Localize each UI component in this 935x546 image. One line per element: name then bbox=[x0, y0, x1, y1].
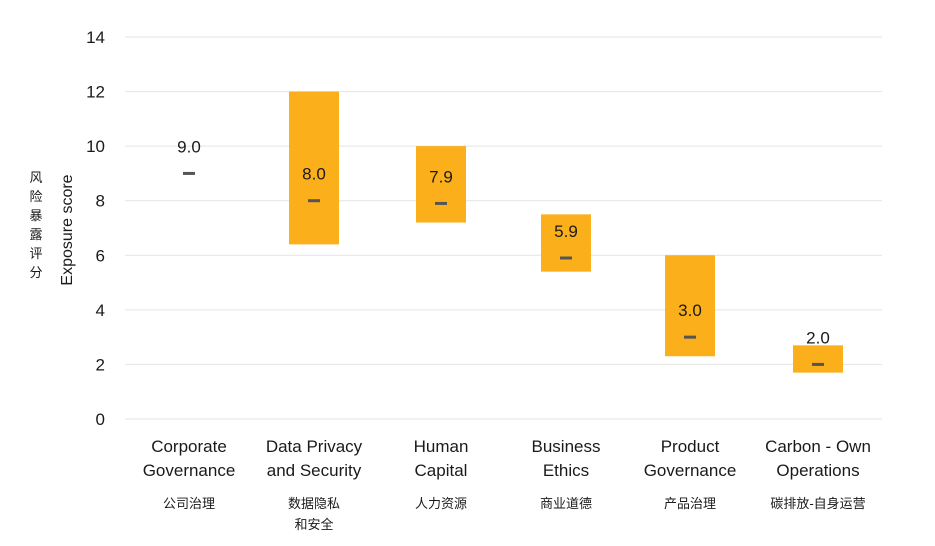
y-axis-ticks: 0 2 4 6 8 10 12 14 bbox=[86, 28, 105, 429]
y-tick-label: 4 bbox=[96, 301, 105, 320]
category-label: Governance bbox=[143, 461, 236, 480]
y-tick-label: 12 bbox=[86, 83, 105, 102]
category-label-cn: 产品治理 bbox=[664, 496, 716, 511]
y-axis-title-cn-char: 暴 bbox=[29, 208, 42, 223]
y-axis-title-cn-char: 露 bbox=[29, 227, 42, 242]
gridlines bbox=[125, 36, 882, 420]
range-bar bbox=[541, 214, 591, 272]
range-bar bbox=[665, 255, 715, 357]
category-label: Carbon - Own bbox=[765, 437, 871, 456]
y-tick-label: 2 bbox=[96, 355, 105, 374]
category-label: Product bbox=[661, 437, 720, 456]
y-tick-label: 8 bbox=[96, 192, 105, 211]
category-label-cn: 人力资源 bbox=[415, 496, 467, 511]
y-tick-label: 6 bbox=[96, 246, 105, 265]
category-label: Operations bbox=[776, 461, 859, 480]
data-label: 3.0 bbox=[678, 301, 702, 320]
category-label: Capital bbox=[415, 461, 468, 480]
y-tick-label: 10 bbox=[86, 137, 105, 156]
y-axis-title-cn-char: 评 bbox=[29, 246, 42, 261]
data-label: 5.9 bbox=[554, 222, 578, 241]
data-label: 8.0 bbox=[302, 165, 326, 184]
range-bar bbox=[416, 146, 466, 223]
category-label-cn: 和安全 bbox=[294, 517, 333, 532]
y-axis-title-cn-char: 风 bbox=[29, 170, 42, 185]
y-tick-label: 0 bbox=[96, 410, 105, 429]
range-bars bbox=[289, 91, 843, 373]
category-label-cn: 数据隐私 bbox=[288, 496, 340, 511]
data-label: 9.0 bbox=[177, 137, 201, 156]
category-label-cn: 商业道德 bbox=[540, 496, 592, 511]
category-label: Corporate bbox=[151, 437, 227, 456]
category-label: Business bbox=[532, 437, 601, 456]
y-axis-title: Exposure score bbox=[59, 174, 76, 285]
category-label: Ethics bbox=[543, 461, 589, 480]
y-axis-title-cn-char: 分 bbox=[29, 265, 42, 280]
median-markers bbox=[183, 171, 824, 366]
category-label: Data Privacy bbox=[266, 437, 363, 456]
category-label: and Security bbox=[267, 461, 362, 480]
category-label-cn: 碳排放-自身运营 bbox=[770, 496, 865, 511]
data-labels: 9.0 8.0 7.9 5.9 3.0 2.0 bbox=[177, 137, 830, 347]
category-label-cn: 公司治理 bbox=[163, 496, 215, 511]
range-bar bbox=[289, 91, 339, 245]
y-tick-label: 14 bbox=[86, 28, 105, 47]
data-label: 7.9 bbox=[429, 167, 453, 186]
category-label: Governance bbox=[644, 461, 737, 480]
x-axis-categories: Corporate Governance 公司治理 Data Privacy and S… bbox=[143, 437, 871, 532]
data-label: 2.0 bbox=[806, 328, 830, 347]
category-label: Human bbox=[414, 437, 469, 456]
range-bar bbox=[793, 345, 843, 373]
y-axis-title-cn-char: 险 bbox=[29, 189, 42, 204]
